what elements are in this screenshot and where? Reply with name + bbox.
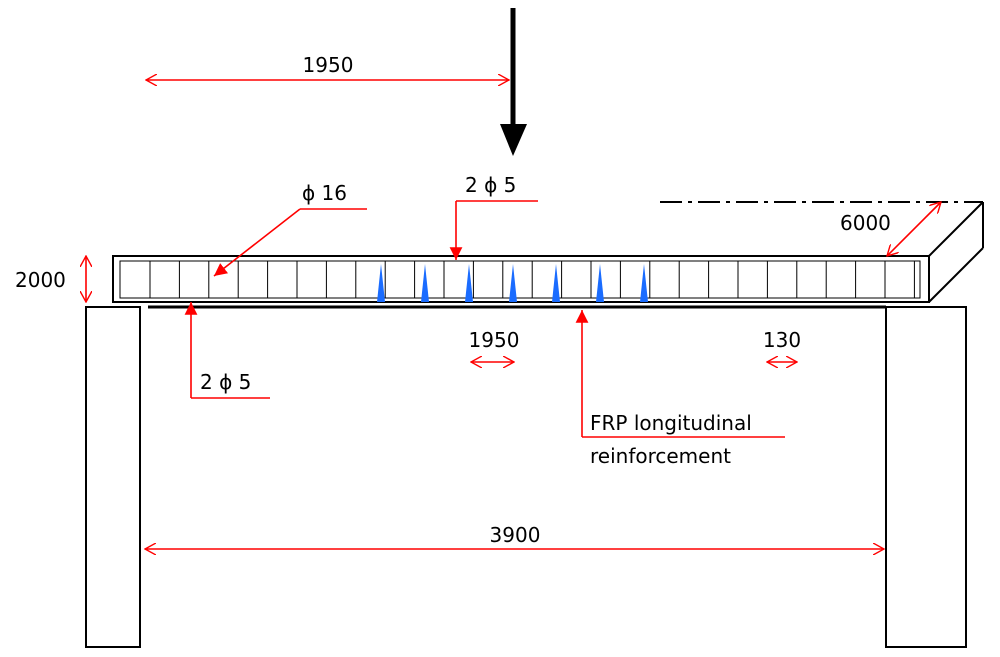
slab-width-label: 6000	[840, 211, 891, 235]
phi16-leader-arrow	[213, 208, 301, 277]
slab-width-dimension	[887, 202, 941, 256]
load-arrow	[500, 8, 527, 156]
end-spacing-label: 130	[763, 328, 801, 352]
crack-mark	[596, 264, 604, 302]
slab-depth-label: 2000	[15, 268, 66, 292]
crack-mark	[377, 264, 385, 302]
crack-mark	[640, 264, 648, 302]
crack-mark	[421, 264, 429, 302]
bottom-bars-label: 2 ϕ 5	[200, 370, 251, 394]
top-bars-label: 2 ϕ 5	[465, 173, 516, 197]
right-support	[885, 306, 967, 648]
left-support	[85, 306, 141, 648]
stirrup-spacing-label: 1950	[469, 328, 520, 352]
crack-marks	[377, 264, 648, 302]
phi16-label: ϕ 16	[302, 181, 347, 205]
slab-front-face	[112, 255, 930, 303]
span-label: 3900	[490, 523, 541, 547]
frp-label-line2: reinforcement	[590, 444, 731, 468]
stirrup-lines	[149, 261, 915, 298]
load-position-label: 1950	[303, 53, 354, 77]
crack-mark	[509, 264, 517, 302]
slab-depth-edge-bottom	[928, 247, 984, 303]
slab-depth-edge-top	[928, 201, 984, 257]
crack-mark	[465, 264, 473, 302]
reinforcement-cage	[119, 260, 921, 299]
frp-label-line1: FRP longitudinal	[590, 411, 752, 435]
crack-mark	[552, 264, 560, 302]
